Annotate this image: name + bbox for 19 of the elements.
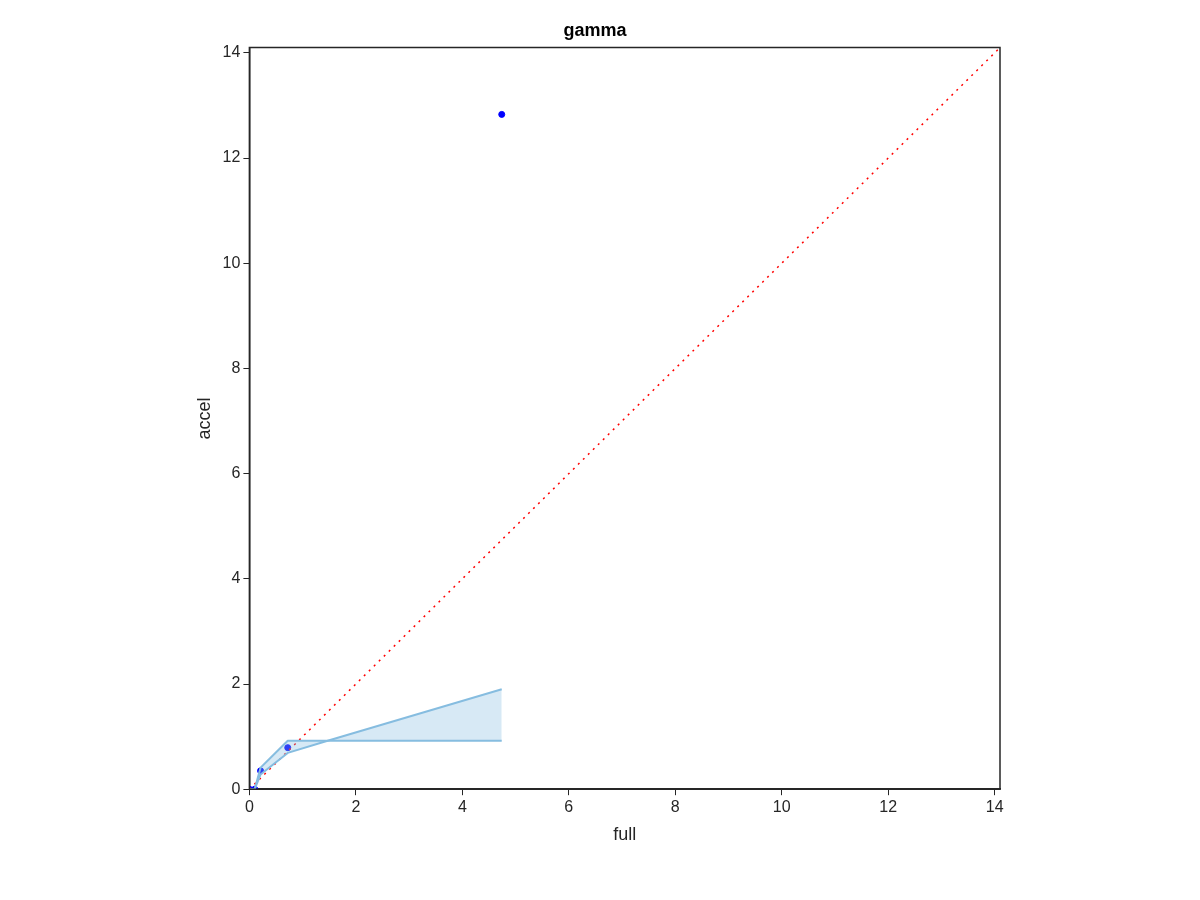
x-axis-title: full xyxy=(613,824,637,845)
x-tick-label: 0 xyxy=(244,798,254,816)
y-tick-label: 2 xyxy=(231,674,241,692)
x-tick-label: 6 xyxy=(564,798,574,816)
x-tick-label: 8 xyxy=(670,798,680,816)
chart-title: gamma xyxy=(563,19,628,40)
y-tick-label: 0 xyxy=(231,779,241,797)
x-tick-label: 14 xyxy=(985,798,1004,816)
y-tick-label: 6 xyxy=(231,464,241,482)
y-axis-title: accel xyxy=(193,397,214,440)
x-tick-label: 2 xyxy=(351,798,361,816)
y-tick-label: 14 xyxy=(222,43,241,61)
x-tick-label: 12 xyxy=(879,798,898,816)
y-tick-label: 8 xyxy=(231,358,241,376)
y-tick-label: 12 xyxy=(222,148,241,166)
y-tick-label: 10 xyxy=(222,253,241,271)
y-tick-label: 4 xyxy=(231,569,241,587)
x-tick-label: 4 xyxy=(457,798,467,816)
x-tick-label: 10 xyxy=(772,798,791,816)
